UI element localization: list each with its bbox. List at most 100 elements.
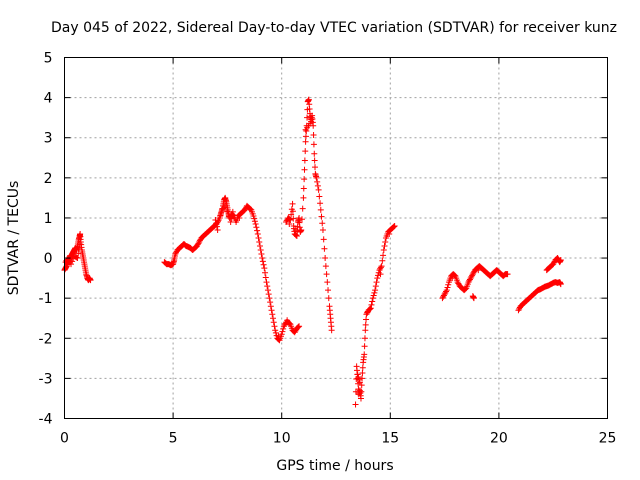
data-point bbox=[367, 305, 374, 312]
data-point bbox=[251, 215, 258, 222]
data-point bbox=[270, 315, 277, 322]
data-point bbox=[272, 327, 279, 334]
data-point bbox=[298, 216, 305, 223]
data-point bbox=[362, 327, 369, 334]
data-point bbox=[283, 218, 290, 225]
data-point bbox=[224, 208, 231, 215]
y-tick-label: -4 bbox=[39, 412, 53, 428]
y-axis-title: SDTVAR / TECUs bbox=[6, 181, 22, 296]
data-point bbox=[466, 276, 473, 283]
data-point bbox=[266, 295, 273, 302]
data-point bbox=[301, 166, 308, 173]
data-point bbox=[288, 211, 295, 218]
data-point bbox=[372, 287, 379, 294]
data-point bbox=[258, 251, 265, 258]
data-point bbox=[292, 226, 299, 233]
data-point bbox=[355, 374, 362, 381]
x-tick-label: 10 bbox=[273, 431, 291, 447]
data-point bbox=[316, 193, 323, 200]
data-point bbox=[504, 271, 511, 278]
data-point bbox=[352, 401, 359, 408]
data-point bbox=[358, 388, 365, 395]
data-point bbox=[315, 186, 322, 193]
y-tick-label: 1 bbox=[44, 211, 53, 227]
data-point bbox=[291, 329, 298, 336]
data-point bbox=[280, 323, 287, 330]
data-point bbox=[373, 279, 380, 286]
data-point bbox=[265, 291, 272, 298]
data-point bbox=[356, 379, 363, 386]
data-point bbox=[364, 309, 371, 316]
data-point bbox=[293, 232, 300, 239]
data-point bbox=[312, 164, 319, 171]
data-point bbox=[262, 274, 269, 281]
points-layer bbox=[61, 96, 564, 408]
data-point bbox=[369, 298, 376, 305]
data-point bbox=[196, 239, 203, 246]
data-point bbox=[302, 148, 309, 155]
data-point bbox=[87, 277, 94, 284]
data-point bbox=[259, 255, 266, 262]
data-point bbox=[75, 245, 82, 252]
data-point bbox=[300, 185, 307, 192]
data-point bbox=[361, 343, 368, 350]
data-point bbox=[322, 263, 329, 270]
data-point bbox=[515, 307, 522, 314]
data-point bbox=[318, 213, 325, 220]
plot-frame bbox=[64, 57, 608, 419]
data-point bbox=[324, 279, 331, 286]
data-point bbox=[241, 206, 248, 213]
data-point bbox=[378, 263, 385, 270]
y-tick-label: 0 bbox=[44, 251, 53, 267]
data-point bbox=[303, 128, 310, 135]
data-point bbox=[557, 257, 564, 264]
data-point bbox=[325, 287, 332, 294]
y-tick-label: 3 bbox=[44, 131, 53, 147]
data-point bbox=[299, 205, 306, 212]
data-point bbox=[262, 269, 269, 276]
data-point bbox=[221, 204, 228, 211]
data-point bbox=[390, 223, 397, 230]
data-point bbox=[372, 283, 379, 290]
data-point bbox=[379, 257, 386, 264]
grid-layer bbox=[64, 57, 608, 419]
data-point bbox=[254, 230, 261, 237]
data-point bbox=[264, 287, 271, 294]
data-point bbox=[271, 323, 278, 330]
data-point bbox=[270, 319, 277, 326]
data-point bbox=[386, 230, 393, 237]
data-point bbox=[451, 271, 458, 278]
data-point bbox=[267, 303, 274, 310]
data-point bbox=[469, 271, 476, 278]
data-point bbox=[227, 218, 234, 225]
data-point bbox=[287, 216, 294, 223]
data-point bbox=[321, 245, 328, 252]
data-point bbox=[328, 327, 335, 334]
data-point bbox=[325, 295, 332, 302]
data-point bbox=[359, 375, 366, 382]
data-point bbox=[317, 200, 324, 207]
data-point bbox=[289, 208, 296, 215]
data-point bbox=[470, 269, 477, 276]
data-point bbox=[376, 267, 383, 274]
data-point bbox=[441, 291, 448, 298]
y-tick-label: 2 bbox=[44, 171, 53, 187]
data-point bbox=[76, 241, 83, 248]
data-point bbox=[368, 301, 375, 308]
data-point bbox=[292, 327, 299, 334]
data-point bbox=[557, 281, 564, 288]
data-point bbox=[73, 254, 80, 261]
data-point bbox=[236, 214, 243, 221]
data-point bbox=[443, 287, 450, 294]
data-point bbox=[320, 236, 327, 243]
data-point bbox=[302, 133, 309, 140]
data-point bbox=[454, 279, 461, 286]
data-point bbox=[461, 286, 468, 293]
data-point bbox=[75, 250, 82, 257]
x-tick-label: 15 bbox=[381, 431, 399, 447]
data-point bbox=[363, 316, 370, 323]
data-point bbox=[229, 208, 236, 215]
data-point bbox=[470, 295, 477, 302]
data-point bbox=[294, 324, 301, 331]
data-point bbox=[269, 311, 276, 318]
